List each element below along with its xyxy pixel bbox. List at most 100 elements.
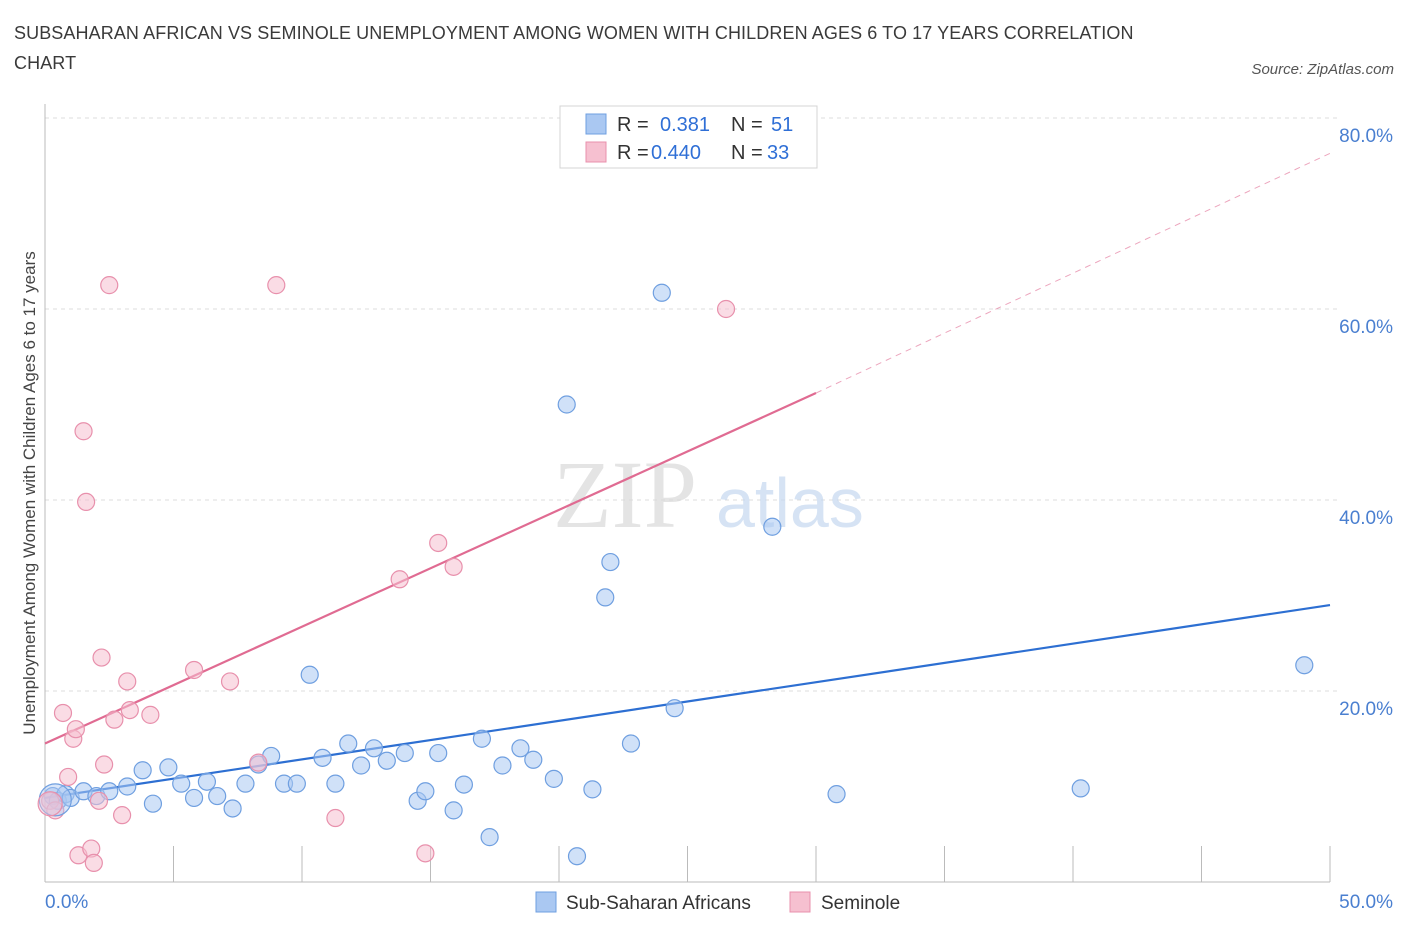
point-subsaharan-20 bbox=[287, 774, 306, 793]
y-tick-label-2: 60.0% bbox=[1339, 317, 1393, 338]
point-seminole-26 bbox=[416, 844, 435, 863]
x-tick-label-min: 0.0% bbox=[45, 892, 88, 913]
point-subsaharan-41 bbox=[567, 847, 587, 866]
point-seminole-8 bbox=[77, 492, 96, 512]
y-tick-label-1: 40.0% bbox=[1339, 508, 1393, 529]
point-subsaharan-36 bbox=[493, 756, 512, 775]
point-seminole-17 bbox=[118, 672, 137, 691]
point-seminole-29 bbox=[716, 299, 736, 319]
point-subsaharan-35 bbox=[480, 828, 499, 847]
point-seminole-10 bbox=[84, 853, 103, 873]
point-subsaharan-14 bbox=[208, 786, 227, 806]
point-subsaharan-32 bbox=[444, 801, 463, 820]
point-subsaharan-31 bbox=[429, 743, 448, 763]
point-subsaharan-42 bbox=[583, 780, 602, 799]
point-seminole-28 bbox=[444, 557, 463, 576]
watermark: ZIP atlas bbox=[553, 441, 864, 548]
point-subsaharan-21 bbox=[300, 665, 319, 684]
point-subsaharan-11 bbox=[172, 774, 191, 793]
point-subsaharan-10 bbox=[159, 758, 178, 777]
point-seminole-22 bbox=[249, 753, 268, 772]
point-subsaharan-24 bbox=[339, 734, 358, 753]
data-points bbox=[37, 276, 1314, 873]
watermark-atlas: atlas bbox=[716, 464, 864, 542]
y-tick-label-0: 20.0% bbox=[1339, 699, 1393, 720]
chart-title: SUBSAHARAN AFRICAN VS SEMINOLE UNEMPLOYM… bbox=[14, 23, 1134, 73]
point-subsaharan-51 bbox=[1295, 656, 1314, 675]
chart-source: Source: ZipAtlas.com bbox=[1251, 61, 1394, 78]
legend-swatch-blue bbox=[585, 113, 607, 135]
point-seminole-19 bbox=[141, 705, 160, 724]
point-seminole-25 bbox=[390, 570, 409, 589]
point-seminole-27 bbox=[429, 533, 448, 553]
point-subsaharan-12 bbox=[184, 788, 204, 808]
series-legend-swatch-pink bbox=[789, 891, 811, 913]
point-subsaharan-40 bbox=[557, 395, 576, 414]
point-subsaharan-8 bbox=[133, 761, 152, 780]
legend-n-label-2: N = bbox=[731, 142, 763, 164]
point-seminole-cluster bbox=[37, 791, 63, 817]
legend-r-label-2: R = bbox=[617, 142, 649, 164]
point-seminole-14 bbox=[100, 276, 119, 295]
legend-n-value-1: 51 bbox=[771, 114, 793, 136]
point-subsaharan-30 bbox=[416, 782, 435, 801]
point-subsaharan-37 bbox=[511, 739, 530, 758]
point-subsaharan-45 bbox=[621, 734, 641, 753]
point-seminole-2 bbox=[53, 703, 73, 723]
correlation-legend: R = 0.381 N = 51 R = 0.440 N = 33 bbox=[559, 105, 818, 169]
point-subsaharan-27 bbox=[377, 751, 396, 770]
legend-n-label-1: N = bbox=[731, 114, 763, 136]
point-subsaharan-44 bbox=[601, 552, 620, 572]
point-seminole-23 bbox=[267, 276, 286, 295]
point-subsaharan-13 bbox=[197, 772, 217, 791]
point-subsaharan-49 bbox=[827, 785, 846, 804]
point-subsaharan-34 bbox=[472, 729, 491, 748]
point-seminole-15 bbox=[105, 710, 124, 729]
point-seminole-7 bbox=[74, 422, 93, 441]
point-subsaharan-22 bbox=[313, 748, 332, 767]
legend-r-value-2: 0.440 bbox=[651, 142, 701, 164]
point-subsaharan-50 bbox=[1071, 779, 1090, 798]
y-axis-label: Unemployment Among Women with Children A… bbox=[20, 251, 39, 735]
point-seminole-16 bbox=[112, 806, 132, 825]
tick-labels: 20.0% 40.0% 60.0% 80.0% 0.0% 50.0% bbox=[45, 126, 1393, 913]
point-subsaharan-15 bbox=[223, 799, 242, 818]
x-tick-label-max: 50.0% bbox=[1339, 892, 1393, 913]
point-seminole-24 bbox=[326, 808, 345, 828]
point-subsaharan-9 bbox=[143, 794, 163, 813]
point-seminole-1 bbox=[46, 801, 65, 820]
trend-line-seminole bbox=[44, 392, 817, 745]
point-subsaharan-25 bbox=[352, 756, 371, 775]
point-seminole-18 bbox=[120, 700, 139, 720]
point-subsaharan-39 bbox=[544, 769, 563, 788]
gridlines bbox=[45, 117, 1340, 692]
point-subsaharan-47 bbox=[665, 699, 684, 718]
legend-n-value-2: 33 bbox=[767, 142, 789, 164]
point-subsaharan-43 bbox=[596, 588, 615, 607]
point-subsaharan-46 bbox=[652, 283, 671, 302]
point-subsaharan-38 bbox=[524, 750, 543, 769]
legend-r-value-1: 0.381 bbox=[660, 114, 710, 136]
series-legend-swatch-blue bbox=[535, 891, 557, 913]
y-tick-label-3: 80.0% bbox=[1339, 126, 1393, 147]
series-legend-label-1: Sub-Saharan Africans bbox=[566, 893, 751, 914]
point-seminole-21 bbox=[220, 672, 240, 691]
legend-swatch-pink bbox=[585, 141, 607, 163]
point-seminole-20 bbox=[184, 660, 204, 680]
point-subsaharan-7 bbox=[118, 777, 137, 796]
legend-r-label-1: R = bbox=[617, 114, 649, 136]
point-subsaharan-26 bbox=[364, 739, 384, 758]
point-subsaharan-23 bbox=[326, 774, 345, 793]
point-seminole-5 bbox=[66, 720, 85, 739]
point-seminole-11 bbox=[89, 791, 109, 810]
trend-line-subsaharan bbox=[44, 603, 1331, 800]
series-legend-label-2: Seminole bbox=[821, 893, 900, 914]
point-subsaharan-33 bbox=[454, 775, 474, 794]
trend-line-seminole-extension bbox=[815, 152, 1331, 394]
point-subsaharan-28 bbox=[395, 743, 414, 763]
point-subsaharan-48 bbox=[763, 517, 782, 536]
point-subsaharan-16 bbox=[236, 774, 255, 793]
point-seminole-12 bbox=[92, 648, 111, 667]
point-seminole-13 bbox=[95, 755, 114, 774]
